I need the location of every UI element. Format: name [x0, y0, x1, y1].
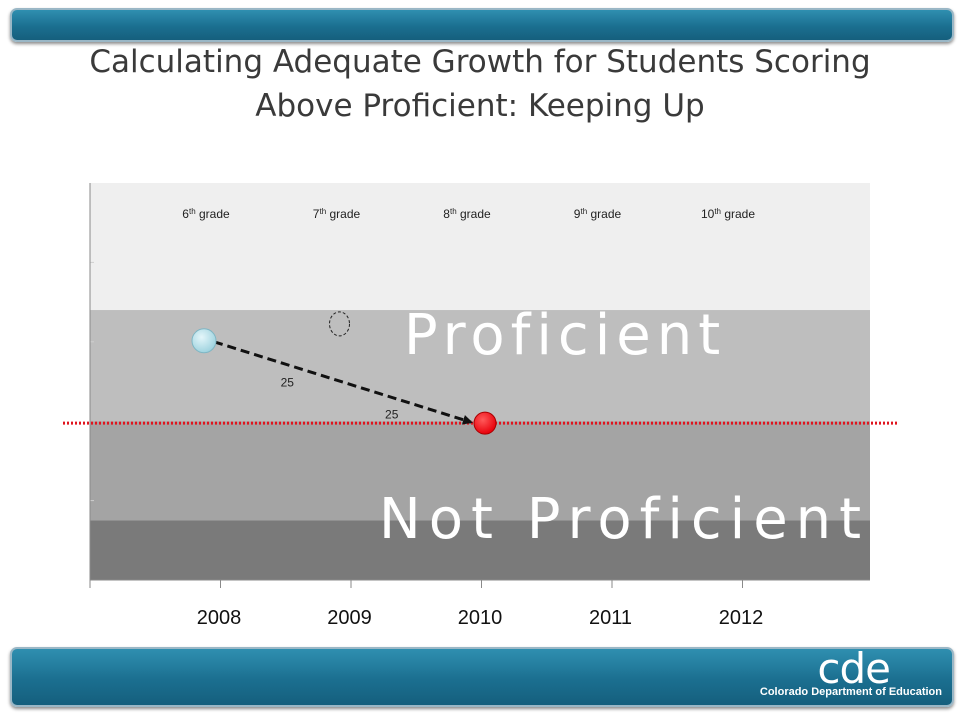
path-value-label: 25 [281, 376, 295, 390]
path-value-label: 25 [385, 407, 399, 421]
target-point [473, 411, 497, 435]
grade-label: 8th grade [443, 207, 491, 221]
x-tick-label: 2012 [719, 607, 764, 629]
grade-label: 9th grade [574, 207, 622, 221]
bottom-banner [10, 647, 954, 707]
x-tick-label: 2011 [589, 607, 632, 629]
proficient-label: Proficient [404, 303, 726, 368]
x-tick-label: 2010 [458, 607, 503, 629]
slide-title: Calculating Adequate Growth for Students… [89, 44, 871, 124]
start-point [191, 328, 217, 354]
grade-label: 10th grade [701, 207, 755, 221]
growth-path-arrow [213, 340, 473, 425]
projected-point [329, 311, 350, 337]
organization-name: Colorado Department of Education [759, 686, 942, 698]
region-band-3 [90, 520, 870, 580]
x-tick-label: 2008 [197, 607, 242, 629]
cde-logo-icon: cde [817, 644, 891, 693]
region-band-2 [90, 421, 870, 521]
region-band-0 [90, 183, 870, 311]
not-proficient-label: Not Proficient [379, 487, 869, 552]
grade-label: 7th grade [313, 207, 361, 221]
grade-label: 6th grade [182, 207, 230, 221]
growth-chart: 2008 2009 2010 2011 2012 6th grade 7th grade 8t… [63, 183, 897, 629]
x-tick-label: 2009 [327, 607, 372, 629]
top-banner [10, 8, 954, 42]
region-band-1 [90, 310, 870, 422]
